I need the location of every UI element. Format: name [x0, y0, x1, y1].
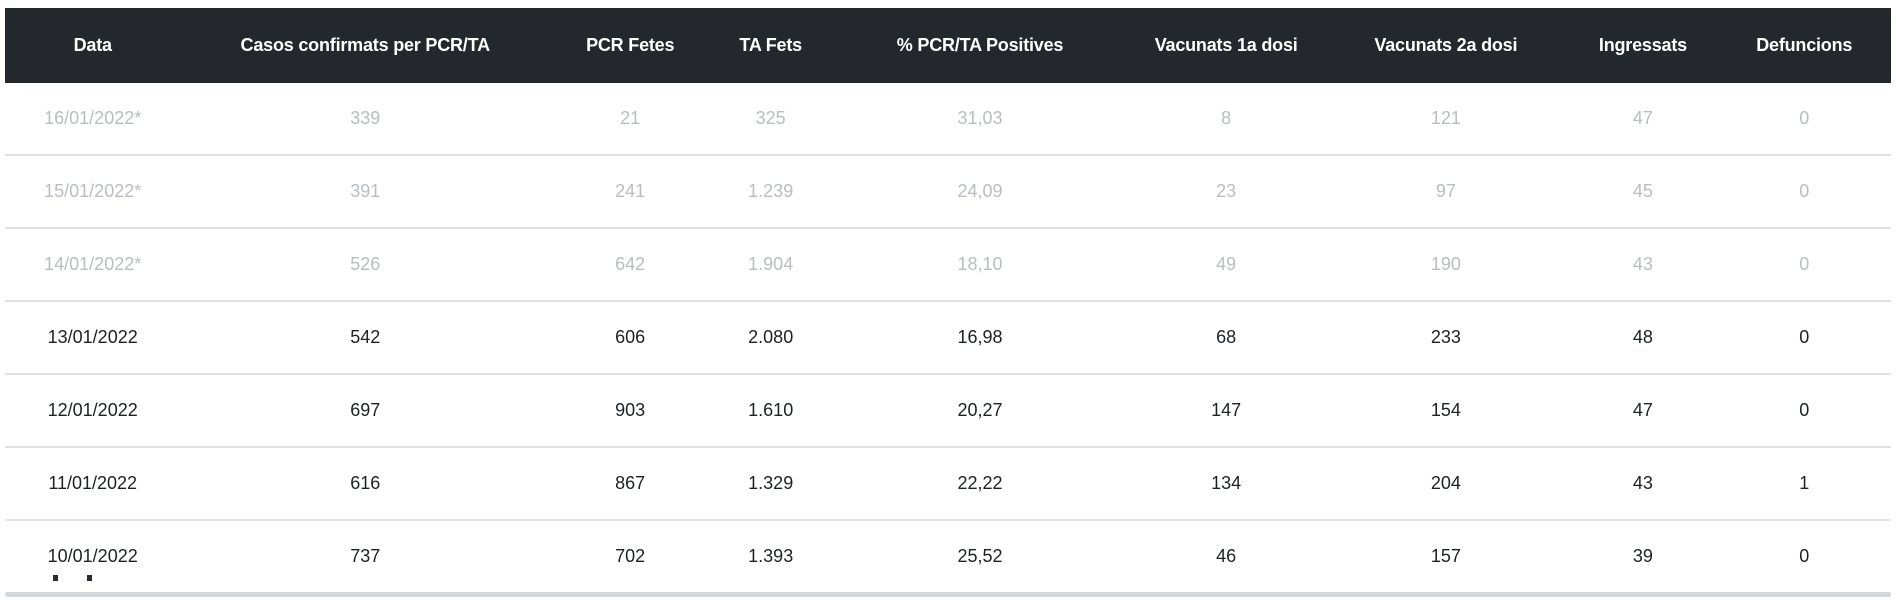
covid-stats-table: Data Casos confirmats per PCR/TA PCR Fetes… [5, 8, 1891, 592]
column-header: Vacunats 1a dosi [1129, 8, 1324, 83]
column-header: % PCR/TA Positives [831, 8, 1130, 83]
value-cell: 204 [1323, 446, 1569, 520]
table-row: 12/01/2022 697 903 1.610 20,27 147 154 47 0 [5, 373, 1891, 447]
value-cell: 24,09 [831, 154, 1130, 228]
value-cell: 339 [350, 108, 381, 128]
value-cell: 20,27 [831, 373, 1130, 447]
value-cell: 154 [1323, 373, 1569, 447]
value-cell: 606 [550, 300, 711, 374]
value-cell: 8 [1221, 108, 1232, 128]
value-cell: 325 [755, 108, 786, 128]
value-cell: 1.329 [710, 446, 832, 520]
date-cell: 16/01/2022* [44, 108, 142, 128]
column-header: Ingressats [1568, 8, 1718, 83]
value-cell: 1.610 [710, 373, 832, 447]
value-cell: 616 [180, 446, 551, 520]
value-cell: 43 [1568, 227, 1718, 301]
table-row: 14/01/2022* 526 642 1.904 18,10 49 190 43 0 [5, 227, 1891, 301]
value-cell: 39 [1568, 519, 1718, 592]
header-row: Data Casos confirmats per PCR/TA PCR Fetes… [5, 8, 1891, 83]
column-header: TA Fets [710, 8, 832, 83]
column-header: Casos confirmats per PCR/TA [180, 8, 551, 83]
date-cell: 15/01/2022* [5, 154, 181, 228]
value-cell: 22,22 [831, 446, 1130, 520]
value-cell: 526 [180, 227, 551, 301]
date-cell: 13/01/2022 [5, 300, 181, 374]
value-cell: 0 [1799, 108, 1810, 128]
value-cell: 68 [1129, 300, 1324, 374]
date-cell: 10/01/2022 [5, 519, 181, 592]
value-cell: 0 [1717, 227, 1891, 301]
value-cell: 47 [1568, 373, 1718, 447]
value-cell: 867 [550, 446, 711, 520]
date-cell: 12/01/2022 [5, 373, 181, 447]
value-cell: 903 [550, 373, 711, 447]
value-cell: 18,10 [831, 227, 1130, 301]
table-row: 15/01/2022* 391 241 1.239 24,09 23 97 45 0 [5, 154, 1891, 228]
value-cell: 2.080 [710, 300, 832, 374]
value-cell: 0 [1717, 300, 1891, 374]
value-cell: 47 [1632, 108, 1653, 128]
value-cell: 1.904 [710, 227, 832, 301]
date-cell: 11/01/2022 [5, 446, 181, 520]
value-cell: 1.239 [710, 154, 832, 228]
value-cell: 1.393 [710, 519, 832, 592]
table-body: 16/01/2022* 339 21 325 31,03 8 121 47 0 15/01/202… [5, 83, 1891, 592]
value-cell: 25,52 [831, 519, 1130, 592]
value-cell: 134 [1129, 446, 1324, 520]
value-cell: 121 [1430, 108, 1461, 128]
value-cell: 157 [1323, 519, 1569, 592]
value-cell: 97 [1323, 154, 1569, 228]
horizontal-scrollbar[interactable] [5, 592, 1891, 597]
value-cell: 46 [1129, 519, 1324, 592]
value-cell: 0 [1717, 154, 1891, 228]
value-cell: 542 [180, 300, 551, 374]
covid-table-container: Data Casos confirmats per PCR/TA PCR Fetes… [5, 8, 1891, 597]
clipped-glyph-fragment [53, 575, 58, 581]
value-cell: 49 [1129, 227, 1324, 301]
table-row: 10/01/2022 737 702 1.393 25,52 46 157 39 0 [5, 519, 1891, 592]
value-cell: 23 [1129, 154, 1324, 228]
value-cell: 737 [180, 519, 551, 592]
value-cell: 702 [550, 519, 711, 592]
value-cell: 241 [550, 154, 711, 228]
value-cell: 147 [1129, 373, 1324, 447]
date-cell: 14/01/2022* [5, 227, 181, 301]
table-row: 11/01/2022 616 867 1.329 22,22 134 204 43 1 [5, 446, 1891, 520]
column-header: PCR Fetes [550, 8, 711, 83]
value-cell: 233 [1323, 300, 1569, 374]
column-header: Data [5, 8, 181, 83]
column-header: Defuncions [1717, 8, 1891, 83]
value-cell: 190 [1323, 227, 1569, 301]
clipped-glyph-fragment [87, 575, 92, 581]
table-row: 16/01/2022* 339 21 325 31,03 8 121 47 0 [5, 83, 1891, 155]
value-cell: 697 [180, 373, 551, 447]
value-cell: 45 [1568, 154, 1718, 228]
value-cell: 43 [1568, 446, 1718, 520]
table-row: 13/01/2022 542 606 2.080 16,98 68 233 48 0 [5, 300, 1891, 374]
value-cell: 391 [180, 154, 551, 228]
value-cell: 31,03 [957, 108, 1003, 128]
value-cell: 16,98 [831, 300, 1130, 374]
value-cell: 0 [1717, 373, 1891, 447]
column-header: Vacunats 2a dosi [1323, 8, 1569, 83]
value-cell: 48 [1568, 300, 1718, 374]
value-cell: 642 [550, 227, 711, 301]
value-cell: 0 [1717, 519, 1891, 592]
value-cell: 1 [1717, 446, 1891, 520]
value-cell: 21 [620, 108, 641, 128]
